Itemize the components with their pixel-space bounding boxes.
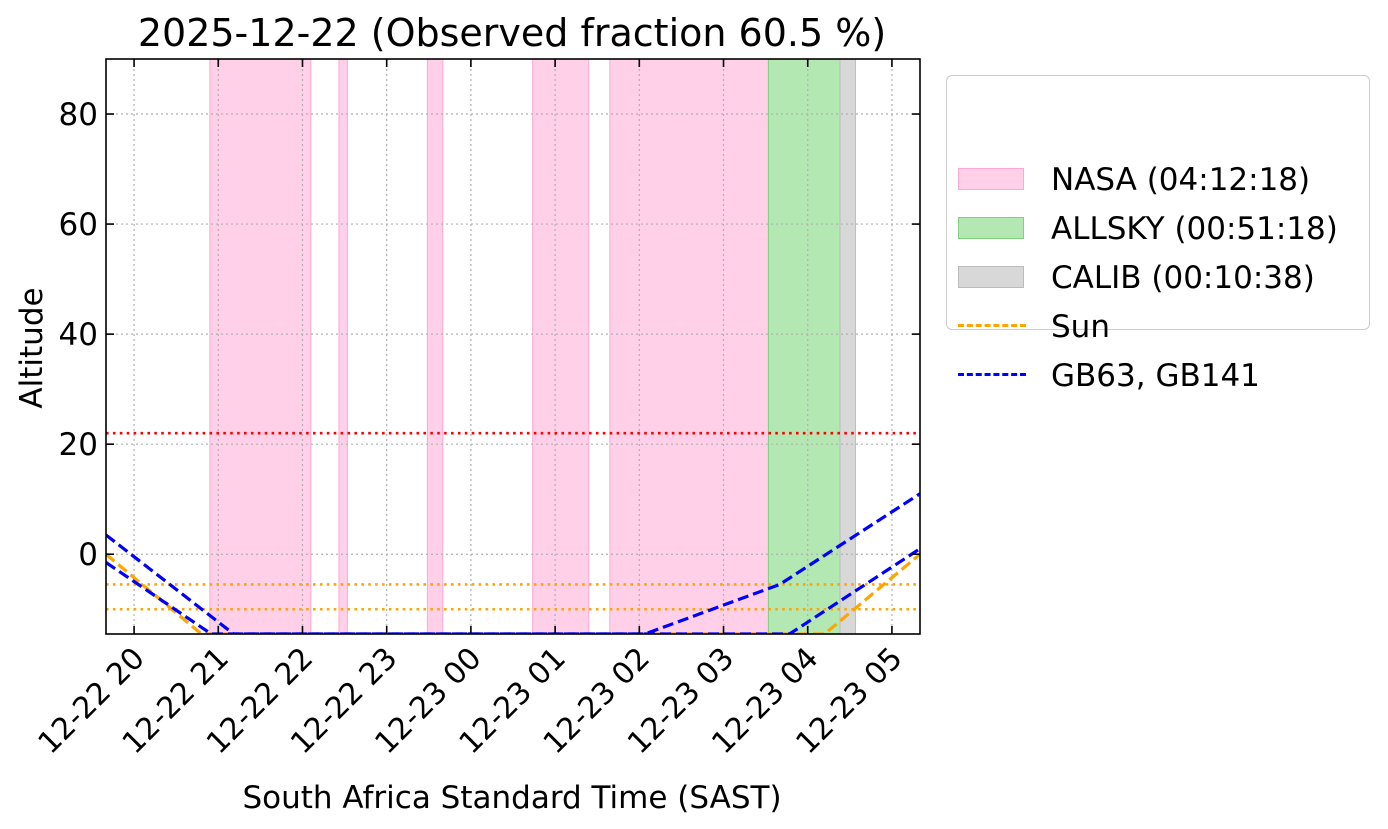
band-calib-6	[839, 58, 856, 635]
legend-swatch-nasa	[958, 168, 1024, 190]
y-axis-label: Altitude	[14, 287, 50, 408]
legend-item-sun: Sun	[947, 307, 1369, 347]
legend-item-allsky: ALLSKY (00:51:18)	[947, 209, 1369, 249]
observation-bands	[209, 58, 856, 635]
legend-item-calib: CALIB (00:10:38)	[947, 258, 1369, 298]
band-nasa-2	[426, 58, 444, 635]
band-allsky-5	[767, 58, 841, 635]
legend-label-nasa: NASA (04:12:18)	[1051, 162, 1311, 198]
legend-label-sun: Sun	[1051, 309, 1110, 345]
legend-line-gb63-gb141	[958, 373, 1026, 376]
band-nasa-3	[532, 58, 590, 635]
y-tick-label: 20	[59, 427, 98, 463]
horizontal-reference-lines	[106, 431, 920, 611]
chart-title: 2025-12-22 (Observed fraction 60.5 %)	[138, 11, 886, 55]
series-gb63-gb141	[106, 492, 920, 634]
legend-item-gb63-gb141: GB63, GB141	[947, 356, 1369, 396]
legend-item-nasa: NASA (04:12:18)	[947, 160, 1369, 200]
x-axis-label: South Africa Standard Time (SAST)	[242, 780, 781, 816]
grid-lines	[106, 59, 920, 634]
legend-swatch-allsky	[958, 217, 1024, 239]
y-tick-label: 40	[59, 317, 98, 353]
altitude-series	[106, 492, 920, 634]
chart-legend: NASA (04:12:18) ALLSKY (00:51:18) CALIB …	[946, 75, 1370, 394]
y-tick-label: 0	[78, 537, 98, 573]
legend-line-sun	[958, 324, 1026, 327]
y-tick-label: 60	[59, 207, 98, 243]
plot-frame	[105, 58, 921, 635]
band-nasa-1	[338, 58, 348, 635]
band-nasa-0	[209, 58, 312, 635]
legend-label-gb63-gb141: GB63, GB141	[1051, 358, 1260, 394]
series-sun	[106, 552, 920, 634]
legend-label-allsky: ALLSKY (00:51:18)	[1051, 211, 1338, 247]
y-tick-label: 80	[59, 97, 98, 133]
legend-swatch-calib	[958, 266, 1024, 288]
legend-label-calib: CALIB (00:10:38)	[1051, 260, 1315, 296]
band-nasa-4	[609, 58, 769, 635]
